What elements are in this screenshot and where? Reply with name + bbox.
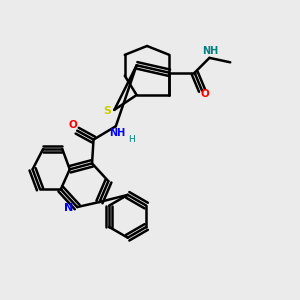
- Text: NH: NH: [109, 128, 125, 138]
- Text: N: N: [64, 203, 74, 213]
- Text: O: O: [200, 88, 209, 98]
- Text: H: H: [128, 135, 135, 144]
- Text: NH: NH: [202, 46, 218, 56]
- Text: S: S: [103, 106, 111, 116]
- Text: O: O: [69, 120, 78, 130]
